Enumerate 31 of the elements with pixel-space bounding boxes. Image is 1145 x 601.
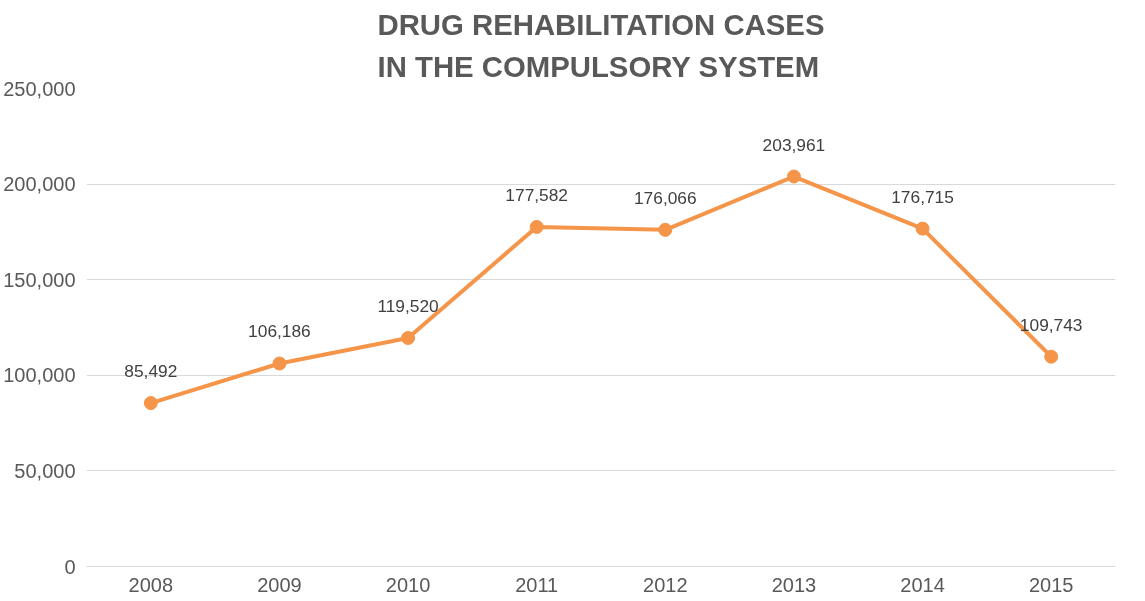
x-tick-label: 2011 — [515, 573, 559, 596]
x-tick-label: 2013 — [771, 573, 817, 596]
x-tick-label: 2015 — [1028, 573, 1074, 596]
x-tick-label: 2008 — [128, 573, 174, 596]
data-label: 85,492 — [124, 361, 178, 382]
data-label: 203,961 — [762, 134, 826, 155]
point — [143, 396, 158, 411]
point — [272, 356, 287, 371]
x-tick-label: 2009 — [257, 573, 302, 596]
y-tick-label: 250,000 — [3, 77, 76, 100]
data-label: 177,582 — [505, 184, 569, 205]
y-tick-label: 0 — [64, 555, 76, 578]
y-tick-label: 150,000 — [3, 268, 76, 291]
point — [401, 330, 416, 345]
y-tick-label: 100,000 — [3, 364, 76, 387]
data-label: 109,743 — [1019, 314, 1083, 335]
chart-title: DRUG REHABILITATION CASES IN THE COMPULSORY SYSTEM — [377, 7, 825, 84]
point — [1044, 349, 1059, 364]
x-tick-label: 2014 — [900, 573, 945, 596]
data-label: 106,186 — [248, 321, 311, 342]
data-label: 176,715 — [891, 186, 954, 207]
y-tick-label: 200,000 — [3, 173, 76, 196]
point — [529, 219, 544, 234]
x-tick-label: 2010 — [385, 573, 431, 596]
point — [915, 221, 930, 236]
y-tick-label: 50,000 — [14, 459, 76, 482]
x-tick-label: 2012 — [643, 573, 688, 596]
data-label: 176,066 — [633, 187, 697, 208]
data-label: 119,520 — [377, 295, 439, 316]
point — [786, 169, 801, 184]
point — [658, 222, 673, 237]
